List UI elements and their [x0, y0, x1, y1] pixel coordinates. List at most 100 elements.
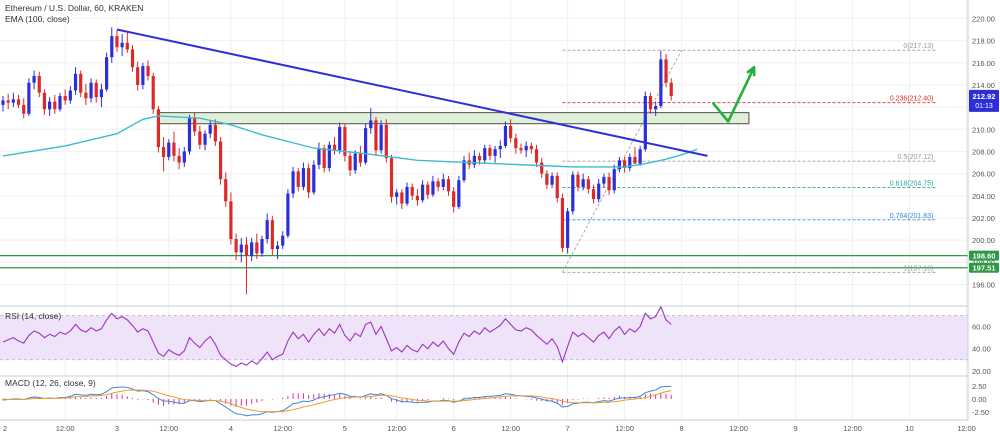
candle[interactable]: [27, 82, 31, 114]
candle[interactable]: [524, 145, 528, 151]
candle[interactable]: [22, 104, 26, 114]
candle[interactable]: [156, 109, 160, 148]
ema-100-line[interactable]: [2, 115, 698, 168]
candle[interactable]: [669, 82, 673, 97]
candle[interactable]: [566, 211, 570, 248]
candle[interactable]: [369, 120, 373, 129]
candle[interactable]: [379, 124, 383, 151]
candle[interactable]: [581, 179, 585, 187]
candle[interactable]: [358, 153, 363, 163]
candle[interactable]: [208, 124, 212, 134]
candle[interactable]: [182, 151, 186, 163]
candle[interactable]: [172, 142, 176, 156]
candle[interactable]: [89, 82, 93, 99]
candle[interactable]: [32, 76, 36, 83]
candle[interactable]: [270, 220, 274, 250]
candle[interactable]: [317, 148, 321, 165]
candle[interactable]: [457, 180, 461, 207]
candle[interactable]: [42, 92, 47, 110]
candle[interactable]: [452, 191, 456, 207]
candle[interactable]: [591, 189, 596, 200]
candle[interactable]: [426, 184, 430, 195]
candle[interactable]: [255, 242, 259, 254]
candle[interactable]: [115, 36, 119, 48]
candle[interactable]: [612, 169, 616, 191]
candle[interactable]: [291, 171, 295, 194]
candle[interactable]: [105, 57, 109, 90]
candle[interactable]: [664, 59, 668, 83]
candle[interactable]: [586, 179, 590, 190]
candle[interactable]: [53, 101, 57, 110]
candle[interactable]: [477, 155, 482, 161]
candle[interactable]: [545, 173, 549, 185]
candle[interactable]: [654, 105, 658, 110]
candle[interactable]: [384, 124, 388, 159]
candle[interactable]: [374, 120, 378, 151]
candle[interactable]: [301, 168, 306, 187]
candle[interactable]: [229, 201, 233, 240]
candle[interactable]: [405, 186, 409, 204]
candle[interactable]: [177, 155, 181, 163]
candle[interactable]: [187, 118, 192, 152]
candle[interactable]: [560, 198, 565, 248]
candle[interactable]: [555, 175, 559, 199]
candle[interactable]: [120, 42, 124, 48]
candle[interactable]: [534, 149, 539, 163]
candle[interactable]: [167, 142, 171, 157]
candle[interactable]: [597, 183, 601, 200]
candle[interactable]: [16, 99, 21, 105]
candle[interactable]: [58, 96, 62, 110]
candle[interactable]: [446, 179, 451, 192]
candle[interactable]: [420, 184, 425, 201]
candle[interactable]: [63, 96, 67, 101]
candle[interactable]: [37, 76, 41, 93]
candle[interactable]: [472, 155, 476, 165]
resistance-zone[interactable]: [157, 112, 750, 125]
rsi-line[interactable]: [2, 305, 672, 367]
candle[interactable]: [488, 148, 492, 156]
candle[interactable]: [638, 149, 642, 164]
candle[interactable]: [218, 141, 223, 180]
candle[interactable]: [353, 153, 357, 171]
candle[interactable]: [389, 158, 394, 197]
candle[interactable]: [498, 145, 502, 150]
bearish-trendline[interactable]: [116, 28, 708, 157]
candle[interactable]: [11, 99, 15, 103]
candle[interactable]: [338, 127, 342, 151]
candle[interactable]: [332, 144, 337, 151]
signal-line[interactable]: [2, 389, 672, 413]
candle[interactable]: [234, 239, 238, 253]
candle[interactable]: [493, 149, 497, 156]
candle[interactable]: [602, 176, 606, 184]
candle[interactable]: [519, 148, 523, 151]
candle[interactable]: [343, 127, 347, 156]
candle[interactable]: [250, 242, 254, 256]
candle[interactable]: [275, 245, 280, 250]
candle[interactable]: [659, 59, 663, 106]
candle[interactable]: [79, 73, 83, 93]
candle[interactable]: [400, 192, 404, 204]
candle[interactable]: [503, 125, 508, 146]
candle[interactable]: [509, 125, 513, 139]
candle[interactable]: [633, 156, 637, 164]
candle[interactable]: [648, 96, 653, 110]
candle[interactable]: [224, 179, 228, 202]
candle[interactable]: [540, 162, 544, 174]
candle[interactable]: [213, 124, 217, 142]
candle[interactable]: [141, 66, 145, 85]
candle[interactable]: [415, 195, 419, 201]
candle[interactable]: [623, 160, 627, 169]
candle[interactable]: [193, 118, 197, 132]
candle[interactable]: [576, 174, 580, 187]
candle[interactable]: [265, 220, 269, 240]
candle[interactable]: [514, 138, 518, 149]
candle[interactable]: [146, 66, 150, 77]
candle[interactable]: [462, 160, 466, 181]
candle[interactable]: [239, 244, 243, 253]
candle[interactable]: [203, 133, 207, 145]
candle[interactable]: [198, 131, 202, 145]
candle[interactable]: [94, 82, 98, 98]
candle[interactable]: [529, 145, 533, 150]
candle[interactable]: [244, 244, 249, 256]
